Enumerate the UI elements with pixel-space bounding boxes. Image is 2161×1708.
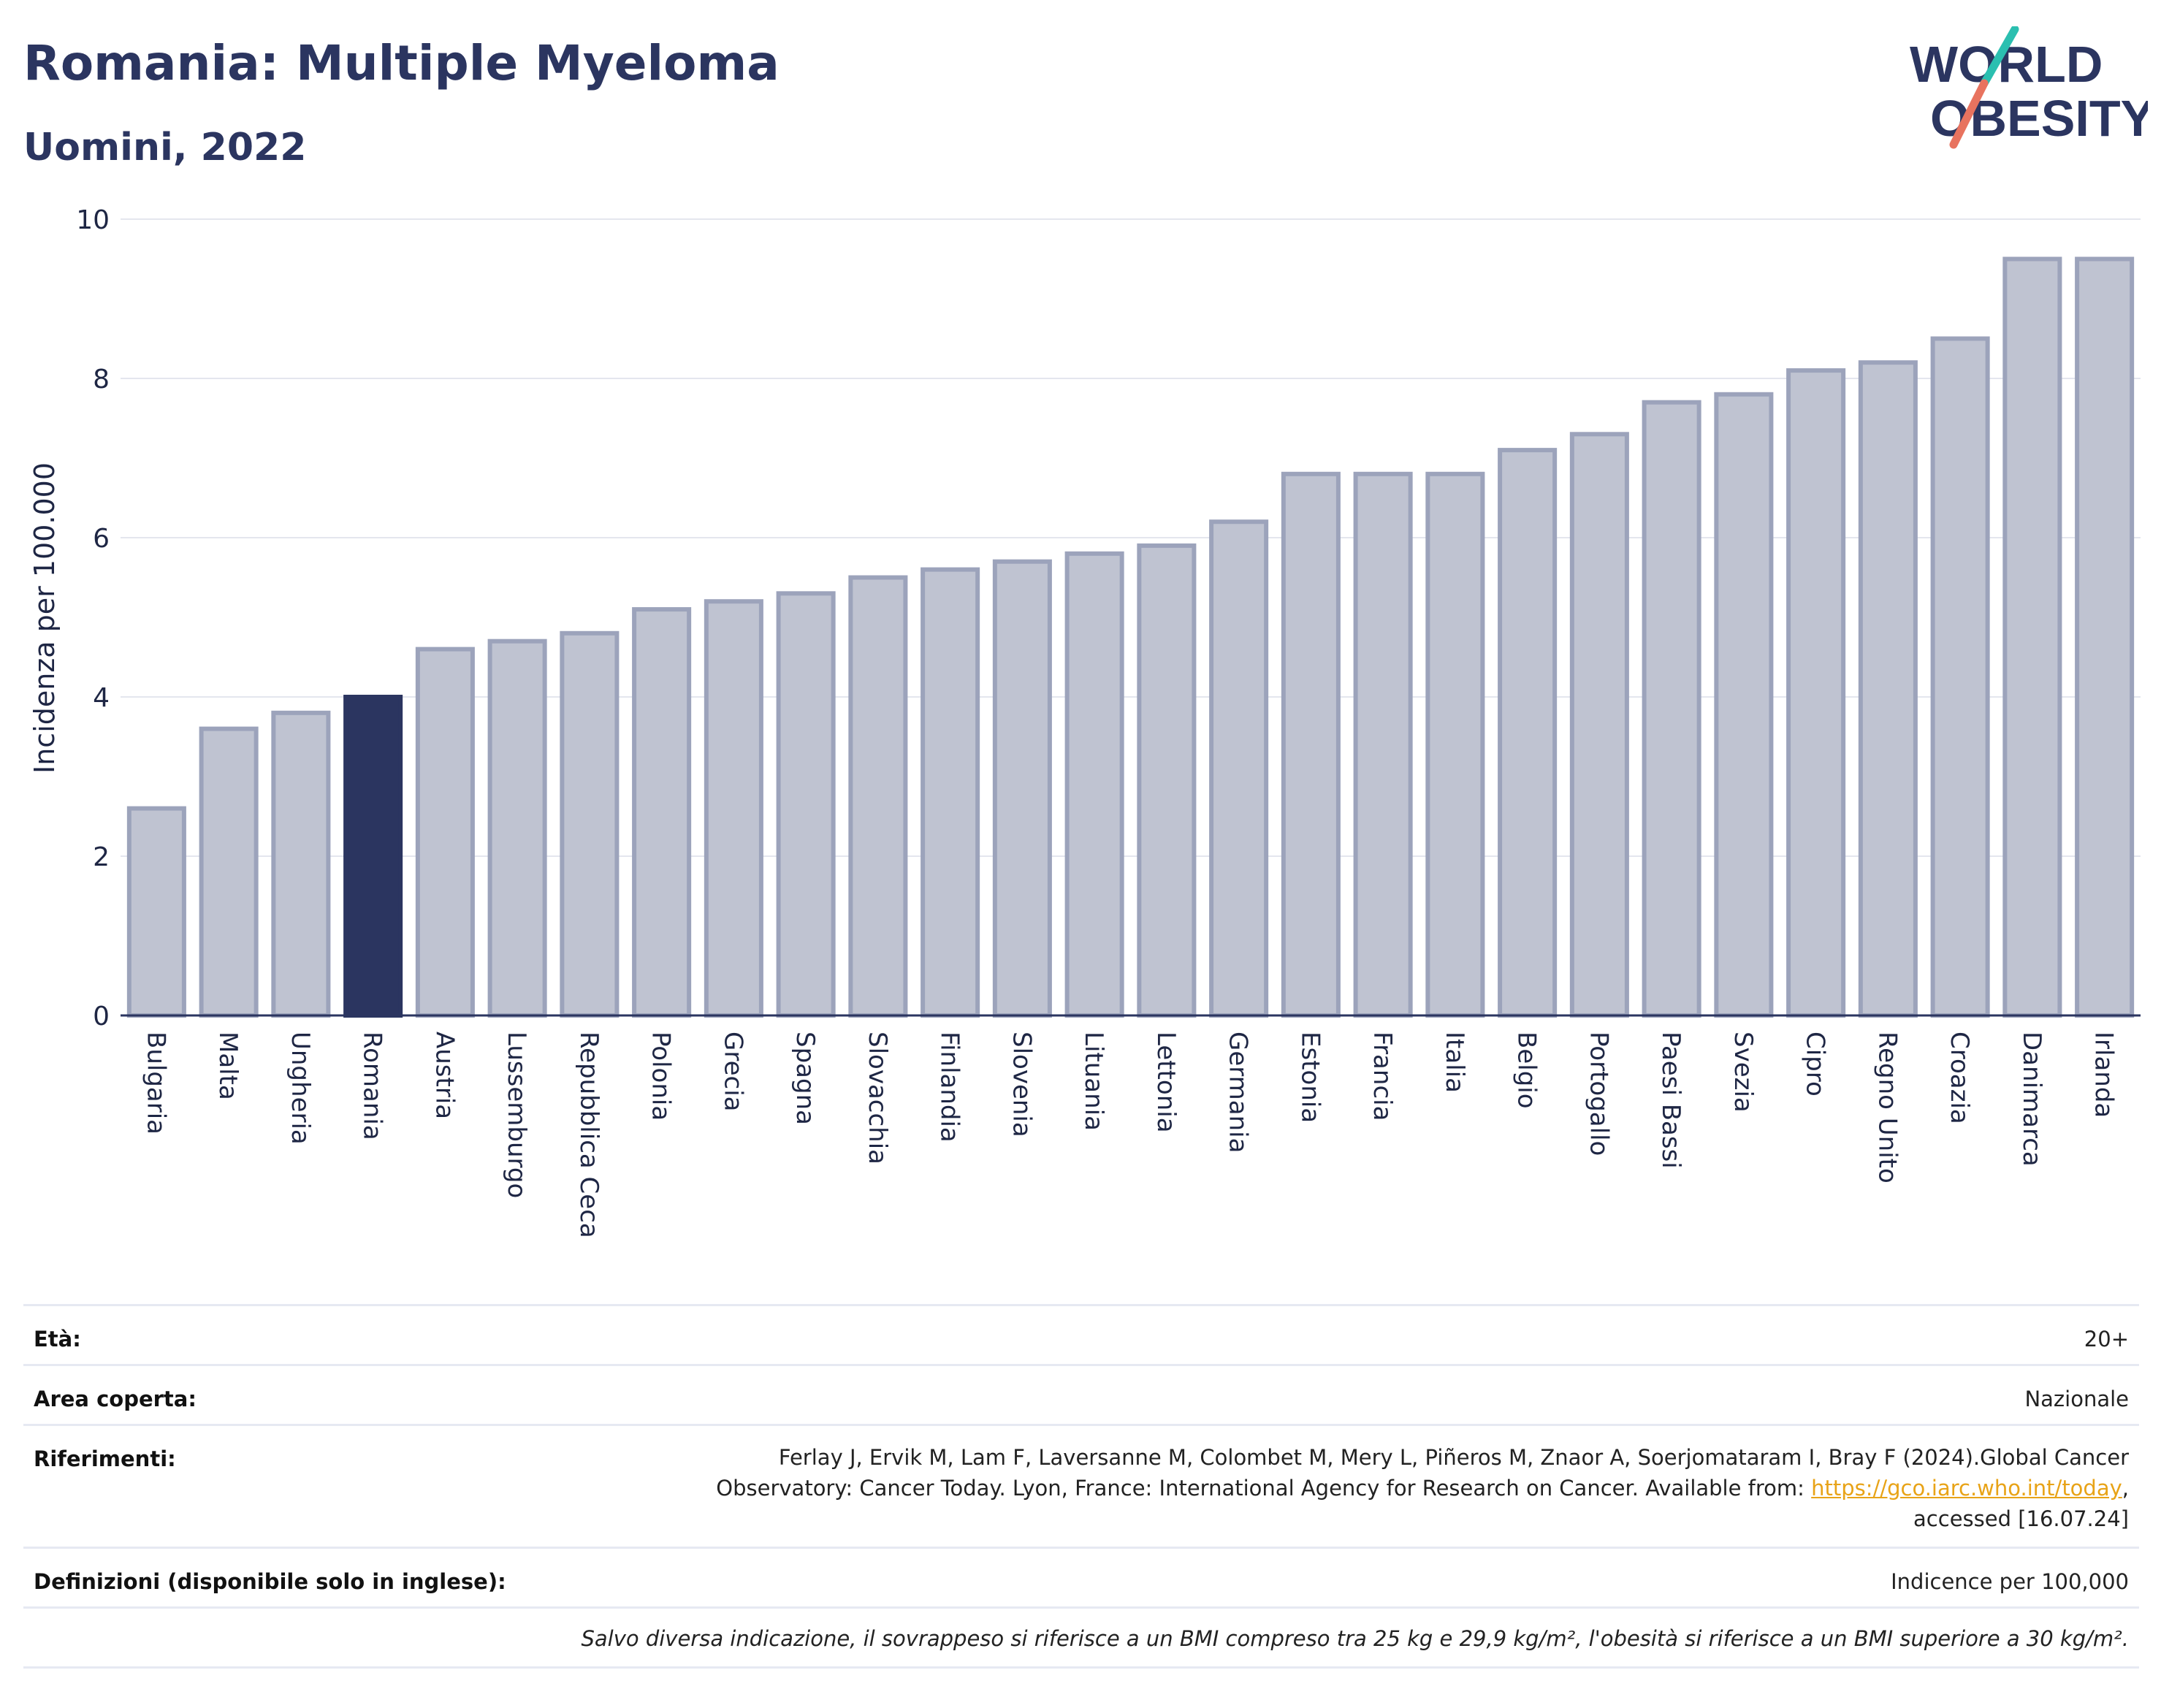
bar-austria bbox=[415, 647, 475, 1018]
category-label: Croazia bbox=[1945, 1032, 1974, 1124]
bar-malta bbox=[199, 726, 259, 1018]
bar-cipro bbox=[1786, 368, 1846, 1018]
bar-croazia bbox=[1930, 336, 1990, 1018]
bar-layer bbox=[126, 256, 2135, 1018]
category-label: Germania bbox=[1224, 1032, 1253, 1153]
bar-slovenia bbox=[992, 559, 1052, 1018]
category-label: Estonia bbox=[1295, 1032, 1325, 1123]
bar-lituania bbox=[1064, 551, 1124, 1018]
bar-grecia bbox=[704, 599, 763, 1018]
category-label: Austria bbox=[430, 1032, 459, 1119]
bar-irlanda bbox=[2075, 256, 2135, 1018]
page-title: Romania: Multiple Myeloma bbox=[23, 35, 780, 91]
y-tick-label: 10 bbox=[76, 205, 110, 235]
bar-finlandia bbox=[921, 567, 980, 1018]
y-tick-label: 4 bbox=[93, 683, 110, 713]
bar-polonia bbox=[632, 607, 692, 1018]
references-link[interactable]: https://gco.iarc.who.int/today bbox=[1811, 1476, 2122, 1501]
references-line2-text: Observatory: Cancer Today. Lyon, France:… bbox=[716, 1476, 1812, 1501]
references-line1: Ferlay J, Ervik M, Lam F, Laversanne M, … bbox=[778, 1445, 2129, 1470]
references-line2-end: , bbox=[2122, 1476, 2129, 1501]
bar-italia bbox=[1425, 471, 1485, 1018]
category-label: Slovacchia bbox=[863, 1032, 892, 1164]
category-label-layer: Bulgaria Malta Ungheria Romania Austria Lusse… bbox=[141, 1032, 2118, 1238]
bar-spagna bbox=[776, 591, 836, 1018]
references-label: Riferimenti: bbox=[34, 1446, 176, 1471]
references-value: Ferlay J, Ervik M, Lam F, Laversanne M, … bbox=[716, 1442, 2129, 1534]
bar-estonia bbox=[1281, 471, 1341, 1018]
info-row-footnote: Salvo diversa indicazione, il sovrappeso… bbox=[23, 1606, 2139, 1669]
bar-germania bbox=[1209, 519, 1269, 1018]
y-tick-label: 6 bbox=[93, 524, 110, 554]
category-label: Irlanda bbox=[2089, 1032, 2119, 1118]
bar-francia bbox=[1353, 471, 1413, 1018]
definitions-label: Definizioni (disponibile solo in inglese… bbox=[34, 1569, 506, 1594]
category-label: Lussemburgo bbox=[502, 1032, 531, 1198]
bar-paesi-bassi bbox=[1642, 400, 1701, 1018]
definitions-value: Indicence per 100,000 bbox=[1891, 1569, 2129, 1594]
category-label: Svezia bbox=[1729, 1032, 1758, 1113]
y-tick-label: 8 bbox=[93, 365, 110, 394]
y-tick-layer: 0 2 4 6 8 10 bbox=[76, 205, 110, 1032]
category-label: Grecia bbox=[718, 1032, 747, 1111]
category-label: Cipro bbox=[1801, 1032, 1830, 1097]
logo-slash-coral bbox=[1949, 79, 1989, 149]
category-label: Danimarca bbox=[2017, 1032, 2046, 1167]
category-label: Polonia bbox=[647, 1032, 676, 1121]
category-label: Finlandia bbox=[935, 1032, 964, 1143]
bar-ungheria bbox=[271, 710, 331, 1018]
area-label: Area coperta: bbox=[34, 1387, 197, 1411]
bar-danimarca bbox=[2002, 256, 2062, 1018]
y-tick-label: 0 bbox=[93, 1002, 110, 1032]
category-label: Slovenia bbox=[1007, 1032, 1036, 1137]
bar-bulgaria bbox=[126, 806, 186, 1018]
age-label: Età: bbox=[34, 1327, 81, 1351]
category-label: Ungheria bbox=[286, 1032, 315, 1145]
y-axis-label: Incidenza per 100.000 bbox=[28, 462, 61, 774]
references-line2: Observatory: Cancer Today. Lyon, France:… bbox=[716, 1473, 2129, 1503]
category-label: Lettonia bbox=[1151, 1032, 1181, 1133]
category-label: Italia bbox=[1440, 1032, 1469, 1093]
category-label: Romania bbox=[358, 1032, 387, 1140]
category-label: Lituania bbox=[1079, 1032, 1108, 1131]
bar-lussemburgo bbox=[487, 638, 547, 1018]
category-label: Repubblica Ceca bbox=[574, 1032, 603, 1238]
bar-romania bbox=[343, 695, 403, 1018]
category-label: Portogallo bbox=[1584, 1032, 1613, 1156]
category-label: Paesi Bassi bbox=[1656, 1032, 1685, 1169]
info-row-references: Riferimenti: Ferlay J, Ervik M, Lam F, L… bbox=[23, 1424, 2139, 1549]
area-value: Nazionale bbox=[2024, 1387, 2129, 1411]
category-label: Malta bbox=[213, 1032, 243, 1100]
bar-chart: 0 2 4 6 8 10 Bulgaria Malta Ungheria Romania Aust… bbox=[28, 205, 2141, 1238]
info-row-area: Area coperta: Nazionale bbox=[23, 1364, 2139, 1426]
category-label: Bulgaria bbox=[141, 1032, 170, 1135]
category-label: Spagna bbox=[790, 1032, 820, 1125]
bar-repubblica-ceca bbox=[560, 630, 620, 1018]
age-value: 20+ bbox=[2084, 1327, 2129, 1351]
bar-svezia bbox=[1714, 392, 1774, 1018]
bottom-rule bbox=[23, 1666, 2139, 1669]
category-label: Francia bbox=[1368, 1032, 1397, 1121]
world-obesity-logo: WORLD OBESITY bbox=[1910, 26, 2148, 149]
category-label: Belgio bbox=[1512, 1032, 1541, 1109]
footnote: Salvo diversa indicazione, il sovrappeso… bbox=[581, 1626, 2129, 1651]
bar-regno-unito bbox=[1858, 360, 1918, 1018]
y-tick-label: 2 bbox=[93, 842, 110, 872]
page-subtitle: Uomini, 2022 bbox=[23, 126, 307, 169]
references-line3: accessed [16.07.24] bbox=[1913, 1506, 2129, 1531]
bar-lettonia bbox=[1137, 543, 1197, 1018]
info-row-age: Età: 20+ bbox=[23, 1304, 2139, 1366]
category-label: Regno Unito bbox=[1872, 1032, 1902, 1183]
info-row-definitions: Definizioni (disponibile solo in inglese… bbox=[23, 1547, 2139, 1609]
bar-slovacchia bbox=[848, 575, 908, 1018]
bar-portogallo bbox=[1569, 432, 1629, 1018]
logo-slash-teal bbox=[1980, 26, 2019, 88]
bar-belgio bbox=[1498, 448, 1558, 1018]
